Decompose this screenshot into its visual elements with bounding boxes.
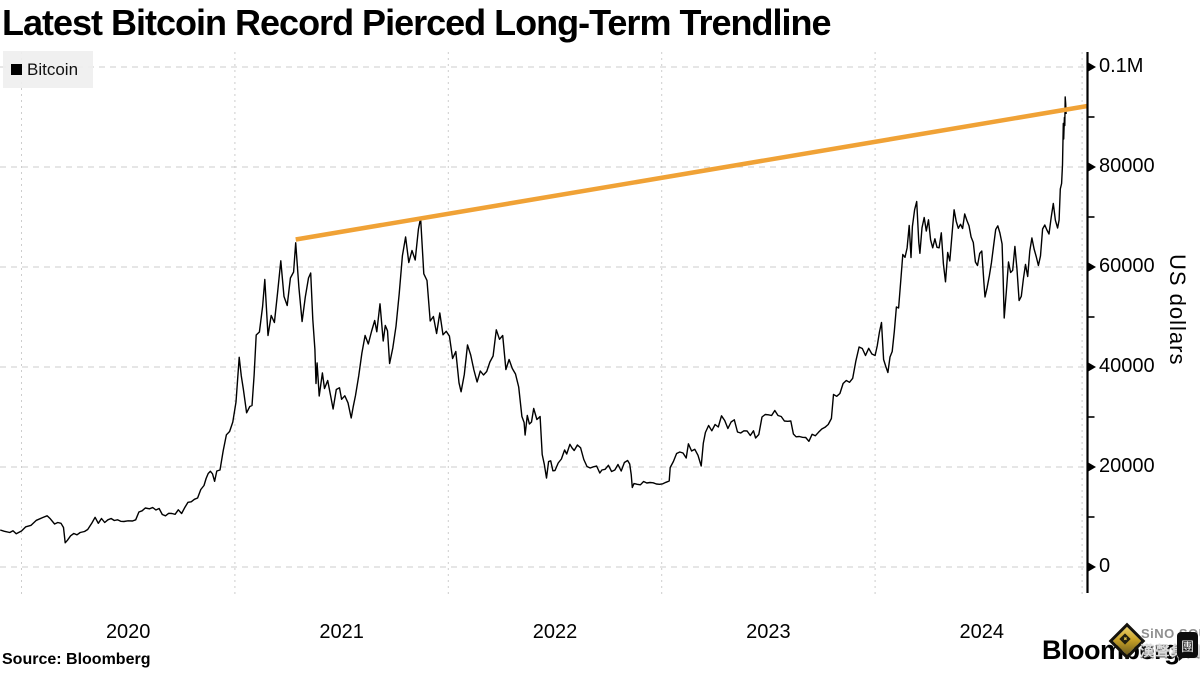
price-line (0, 96, 1067, 544)
y-tick-label: 20000 (1099, 455, 1155, 477)
y-tick-label: 60000 (1099, 255, 1155, 277)
legend: Bitcoin (3, 51, 93, 88)
y-major-tick (1086, 461, 1096, 473)
x-tick-label: 2022 (532, 621, 578, 643)
y-tick-label: 80000 (1099, 155, 1155, 177)
y-major-tick (1086, 61, 1096, 73)
trendline (295, 103, 1088, 242)
y-tick-label: 0 (1099, 555, 1111, 577)
source-label: Source: Bloomberg (2, 651, 151, 668)
y-tick-label: 40000 (1099, 355, 1155, 377)
y-major-tick (1086, 261, 1096, 273)
legend-label: Bitcoin (27, 59, 79, 79)
chart-title: Latest Bitcoin Record Pierced Long-Term … (2, 2, 831, 43)
y-axis-label: US dollars (1165, 254, 1190, 366)
x-tick-label: 2021 (319, 621, 364, 643)
y-tick-label: 0.1M (1099, 55, 1144, 77)
sino-sound-badge-icon: 團 (1177, 632, 1198, 661)
x-tick-label: 2023 (746, 621, 791, 643)
x-tick-label: 2024 (959, 621, 1005, 643)
y-major-tick (1086, 161, 1096, 173)
sino-sound-diamond-icon: ✦ (1108, 622, 1146, 660)
y-major-tick (1086, 561, 1096, 573)
x-tick-label: 2020 (105, 621, 151, 643)
y-major-tick (1086, 361, 1096, 373)
legend-swatch-icon (11, 64, 22, 75)
